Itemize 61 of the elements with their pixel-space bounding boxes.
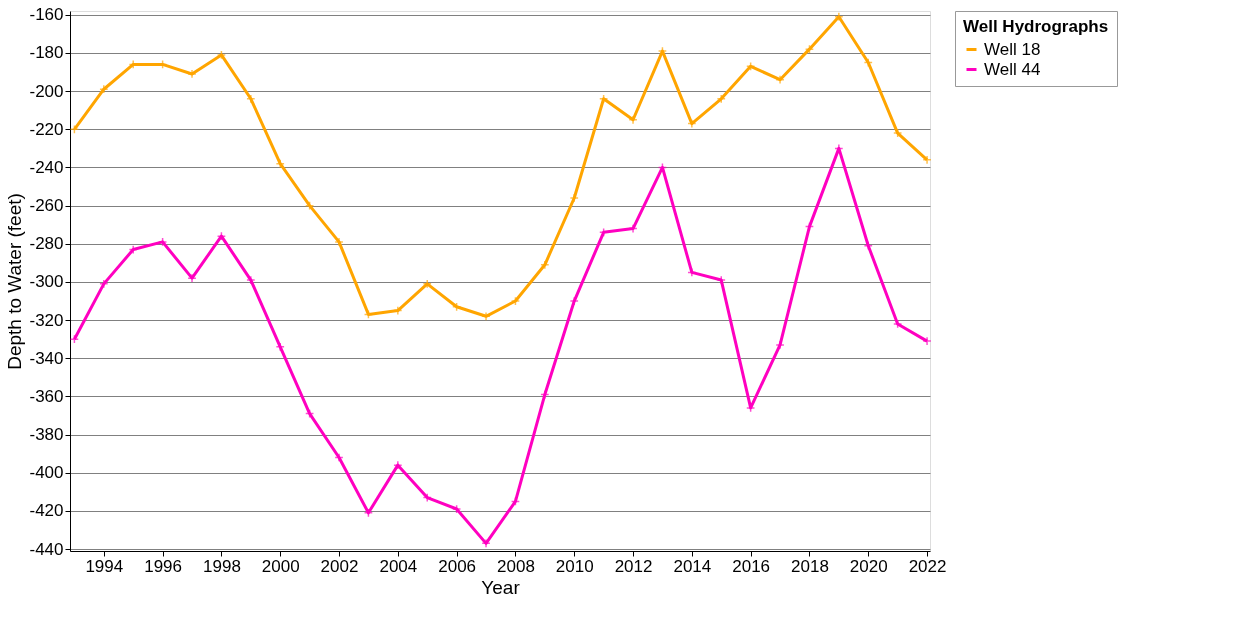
x-tick-label: 2020 [849, 556, 888, 576]
point [834, 12, 844, 22]
point [569, 193, 579, 203]
point [893, 319, 903, 329]
x-tick-label: 2000 [261, 556, 300, 576]
y-tick-label: -340 [29, 348, 64, 368]
legend-label: Well 44 [984, 59, 1041, 79]
point [246, 94, 256, 104]
y-tick-label: -400 [29, 463, 64, 483]
y-tick-label: -240 [29, 157, 64, 177]
point [452, 504, 462, 514]
y-tick-label: -420 [29, 501, 64, 521]
point [481, 538, 491, 548]
y-tick-label: -300 [29, 272, 64, 292]
point [99, 279, 109, 289]
x-tick-label: 2022 [908, 556, 947, 576]
point [628, 115, 638, 125]
x-tick-label: 2010 [555, 556, 594, 576]
point [275, 342, 285, 352]
y-tick-label: -260 [29, 196, 64, 216]
point [187, 273, 197, 283]
legend-title: Well Hydrographs [963, 17, 1109, 36]
point [775, 75, 785, 85]
x-tick-label: 1998 [203, 556, 241, 576]
point [569, 296, 579, 306]
x-tick-label: 2018 [791, 556, 829, 576]
y-tick-label: -280 [29, 234, 64, 254]
y-tick-label: -220 [29, 119, 64, 139]
point [246, 275, 256, 285]
point [716, 275, 726, 285]
x-tick-label: 2016 [732, 556, 771, 576]
x-axis-title: Year [481, 576, 521, 598]
point [452, 302, 462, 312]
legend-label: Well 18 [984, 39, 1041, 59]
x-tick-label: 2004 [379, 556, 418, 576]
x-tick-label: 2002 [320, 556, 359, 576]
y-tick-label: -320 [29, 310, 64, 330]
y-tick-label: -360 [29, 386, 64, 406]
y-tick-label: -180 [29, 43, 64, 63]
y-tick-label: -160 [29, 5, 64, 25]
x-tick-label: 1996 [144, 556, 183, 576]
point [422, 279, 432, 289]
x-tick-label: 2008 [497, 556, 535, 576]
y-tick-label: -200 [29, 81, 64, 101]
point [893, 128, 903, 138]
x-tick-label: 2012 [614, 556, 653, 576]
point [275, 159, 285, 169]
y-tick-label: -380 [29, 425, 64, 445]
point [716, 94, 726, 104]
x-tick-label: 2006 [438, 556, 477, 576]
x-tick-label: 2014 [673, 556, 712, 576]
point [922, 155, 932, 165]
y-tick-label: -440 [29, 539, 64, 559]
y-axis-title: Depth to Water (feet) [4, 193, 26, 370]
x-tick-label: 1994 [85, 556, 124, 576]
point [599, 94, 609, 104]
point [922, 336, 932, 346]
point [540, 260, 550, 270]
point [99, 84, 109, 94]
point [334, 237, 344, 247]
point [393, 460, 403, 470]
